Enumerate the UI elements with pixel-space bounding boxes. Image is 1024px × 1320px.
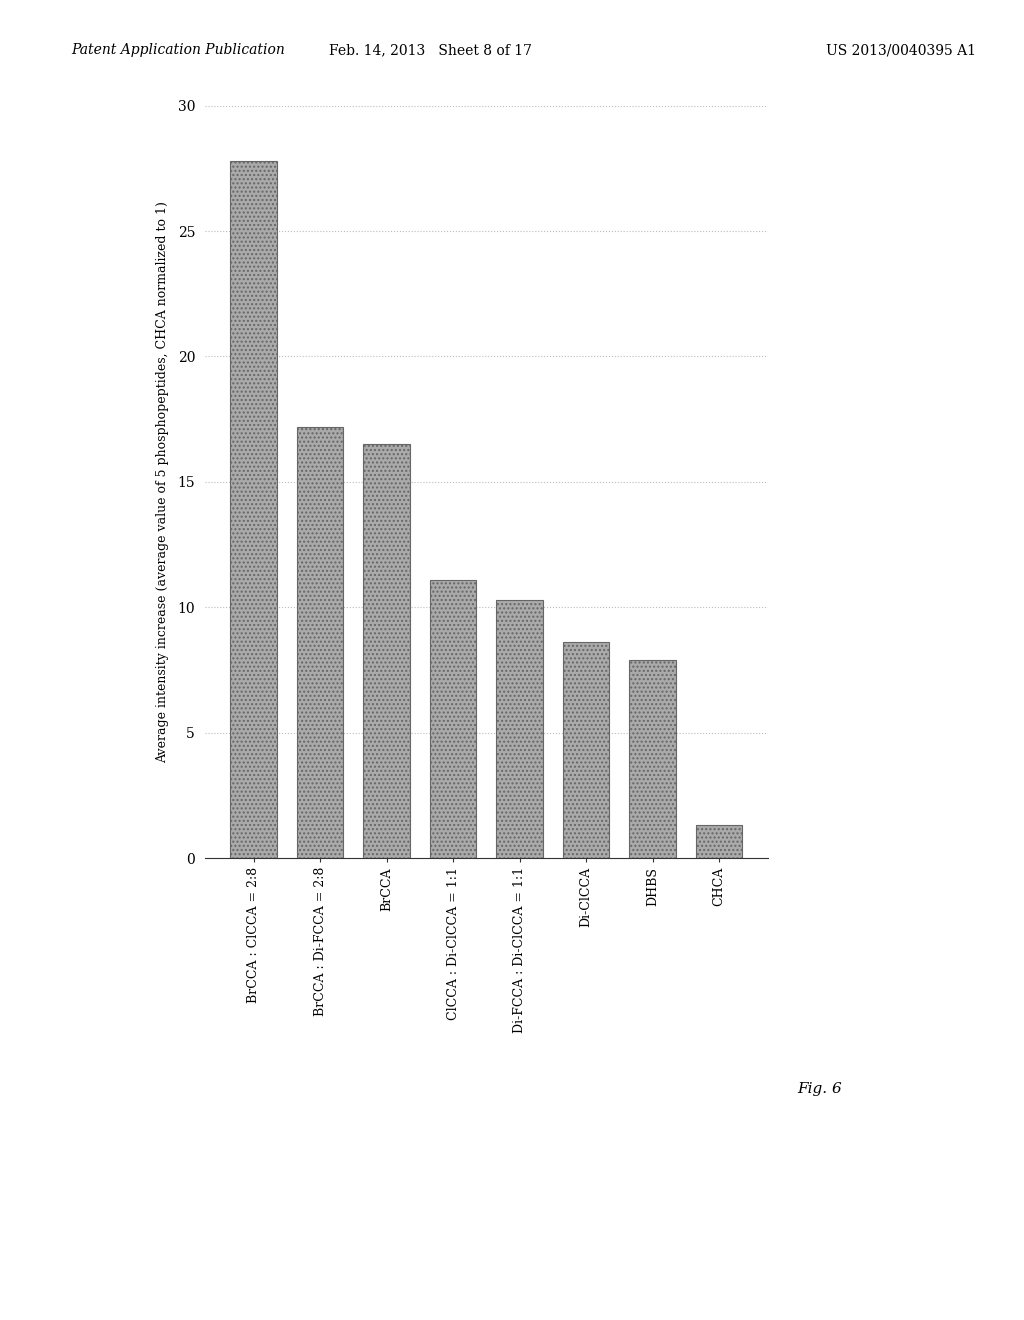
Text: Fig. 6: Fig. 6 [797,1082,842,1096]
Text: Patent Application Publication: Patent Application Publication [72,44,286,57]
Bar [230,161,276,858]
Bar [297,426,343,858]
Bar [364,444,410,858]
Bar [630,660,676,858]
Text: US 2013/0040395 A1: US 2013/0040395 A1 [826,44,976,57]
Bar [430,579,476,858]
Text: Feb. 14, 2013   Sheet 8 of 17: Feb. 14, 2013 Sheet 8 of 17 [329,44,531,57]
Bar [563,643,609,858]
Y-axis label: Average intensity increase (average value of 5 phosphopeptides, CHCA normalized : Average intensity increase (average valu… [156,201,169,763]
Bar [696,825,742,858]
Bar [497,599,543,858]
